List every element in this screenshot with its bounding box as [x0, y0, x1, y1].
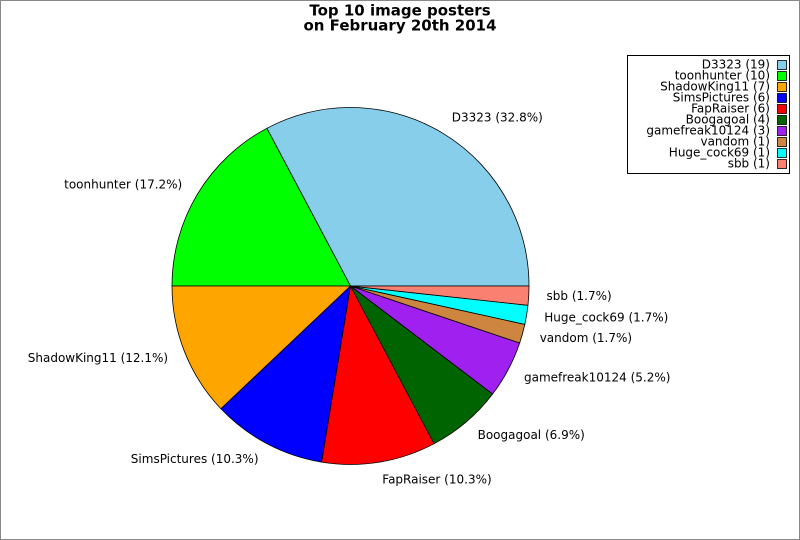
slice-label: Boogagoal (6.9%): [478, 428, 585, 442]
pie-slice: [220, 284, 352, 463]
legend-swatch: [777, 93, 787, 103]
slice-label: ShadowKing11 (12.1%): [28, 351, 168, 365]
legend-label: FapRaiser (6): [691, 102, 770, 116]
legend-label: toonhunter (10): [675, 69, 770, 83]
legend-label: Huge_cock69 (1): [669, 146, 770, 160]
slice-label: sbb (1.7%): [547, 289, 612, 303]
legend-swatch: [777, 104, 787, 114]
legend-swatch: [777, 115, 787, 125]
legend-swatch: [777, 126, 787, 136]
legend-label: Boogagoal (4): [686, 113, 770, 127]
pie-slice: [350, 285, 530, 306]
legend-label: gamefreak10124 (3): [646, 124, 770, 138]
chart-title: on February 20th 2014: [303, 17, 496, 35]
legend-swatch: [777, 159, 787, 169]
legend-swatch: [777, 71, 787, 81]
legend-swatch: [777, 148, 787, 158]
legend-label: SimsPictures (6): [673, 91, 770, 105]
chart-title: Top 10 image posters: [309, 2, 490, 20]
legend-swatch: [777, 82, 787, 92]
slice-label: gamefreak10124 (5.2%): [524, 370, 670, 384]
legend-label: sbb (1): [728, 157, 770, 171]
legend-label: D3323 (19): [702, 58, 770, 72]
slice-label: toonhunter (17.2%): [64, 177, 182, 191]
pie-slice: [171, 127, 352, 287]
pie-slice: [321, 284, 435, 465]
legend-box: [627, 55, 790, 174]
slice-label: FapRaiser (10.3%): [382, 472, 491, 486]
legend-label: vandom (1): [700, 135, 770, 149]
pie-slice: [171, 285, 352, 410]
legend-label: ShadowKing11 (7): [660, 80, 770, 94]
slice-label: vandom (1.7%): [540, 331, 632, 345]
slice-label: Huge_cock69 (1.7%): [544, 310, 668, 324]
legend-swatch: [777, 137, 787, 147]
pie-slice: [266, 107, 530, 287]
legend-swatch: [777, 60, 787, 70]
slice-label: D3323 (32.8%): [452, 110, 543, 124]
slice-label: SimsPictures (10.3%): [131, 452, 259, 466]
